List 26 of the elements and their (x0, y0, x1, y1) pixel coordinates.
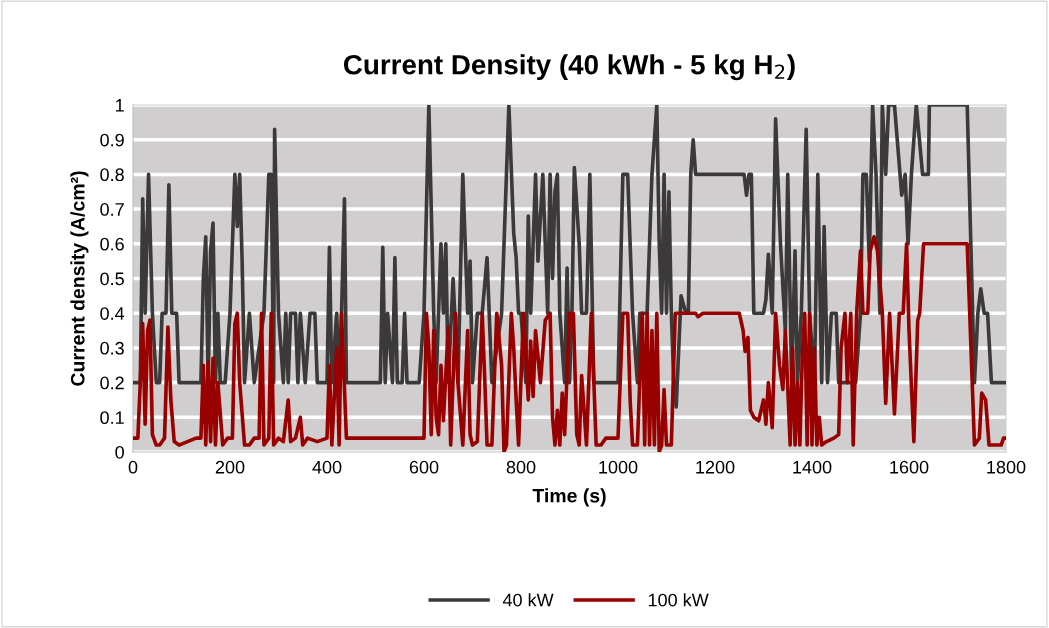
x-tick-label: 400 (312, 460, 342, 474)
x-tick-label: 1000 (599, 460, 638, 474)
legend-label: 100 kW (648, 593, 709, 607)
y-tick-label: 0 (115, 445, 124, 459)
legend-label: 40 kW (502, 593, 554, 607)
y-tick-label: 0.1 (100, 411, 124, 425)
x-tick-label: 1400 (793, 460, 832, 474)
y-tick-label: 0.6 (100, 237, 124, 251)
y-tick-label: 0.8 (100, 168, 124, 182)
y-tick-label: 0.2 (100, 376, 124, 390)
y-tick-label: 0.3 (100, 341, 124, 355)
chart-title: Current Density (40 kWh - 5 kg H$_{2}$) (343, 54, 795, 81)
y-tick-label: 0.9 (100, 133, 124, 147)
y-tick-label: 1 (116, 99, 124, 112)
x-axis-title: Time (s) (532, 488, 606, 507)
y-tick-label: 0.4 (100, 307, 125, 320)
x-tick-label: 0 (128, 460, 138, 474)
x-tick-label: 800 (506, 460, 536, 474)
x-tick-label: 1800 (987, 460, 1026, 474)
x-tick-label: 1200 (696, 460, 735, 474)
x-tick-label: 1600 (890, 460, 929, 474)
x-tick-label: 600 (409, 460, 439, 474)
y-tick-label: 0.7 (100, 203, 124, 216)
x-tick-label: 200 (215, 460, 245, 474)
y-tick-label: 0.5 (100, 272, 124, 286)
y-axis-title: Current density (A/cm²) (70, 171, 89, 386)
